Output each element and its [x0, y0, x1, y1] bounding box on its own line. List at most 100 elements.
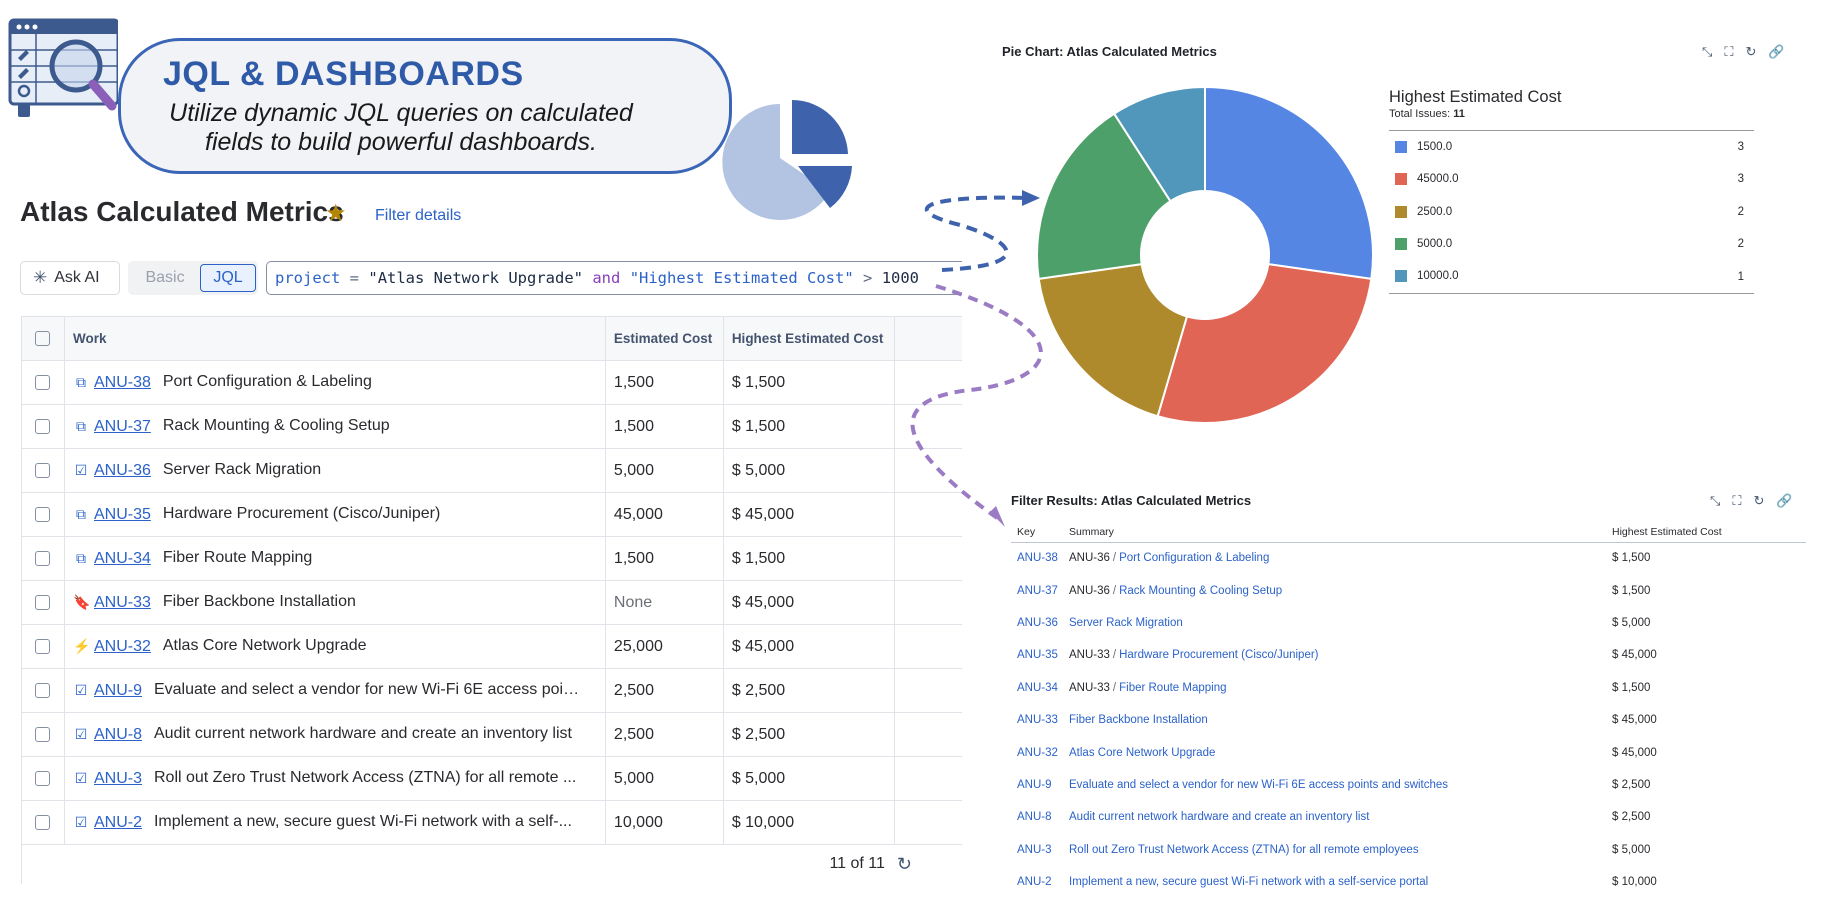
issue-key-link[interactable]: ANU-37 — [1017, 584, 1058, 597]
table-row[interactable]: ANU-2 Implement a new, secure guest Wi-Fi… — [1011, 866, 1806, 898]
issue-key-link[interactable]: ANU-38 — [1017, 552, 1058, 565]
issue-summary-link[interactable]: Fiber Backbone Installation — [1069, 714, 1208, 727]
table-row[interactable]: ANU-34 ANU-33/Fiber Route Mapping $ 1,500 — [1011, 672, 1806, 704]
issue-summary-link[interactable]: Server Rack Migration — [1069, 616, 1183, 629]
pie-slice-2500.0[interactable] — [1037, 262, 1189, 418]
table-row[interactable]: ☑ ANU-2 Implement a new, secure guest Wi-F… — [21, 800, 962, 845]
issue-key-link[interactable]: ANU-9 — [93, 681, 142, 699]
table-row[interactable]: ☑ ANU-3 Roll out Zero Trust Network Access… — [21, 756, 962, 801]
issue-summary[interactable]: Implement a new, secure guest Wi-Fi netw… — [153, 813, 572, 831]
table-row[interactable]: ANU-32 Atlas Core Network Upgrade $ 45,000 — [1011, 736, 1806, 768]
table-row[interactable]: ANU-38 ANU-36/Port Configuration & Labeli… — [1011, 542, 1806, 574]
jql-query-input[interactable]: project = "Atlas Network Upgrade" and "H… — [266, 261, 962, 295]
issue-key-link[interactable]: ANU-38 — [93, 373, 151, 391]
issue-key-link[interactable]: ANU-32 — [93, 637, 151, 655]
table-row[interactable]: ☑ ANU-8 Audit current network hardware and… — [21, 712, 962, 757]
issue-summary-link[interactable]: Atlas Core Network Upgrade — [1069, 746, 1216, 759]
issue-summary[interactable]: Rack Mounting & Cooling Setup — [162, 417, 390, 435]
issue-key-link[interactable]: ANU-33 — [1017, 714, 1058, 727]
cost-column-header[interactable]: Highest Estimated Cost — [1606, 522, 1806, 543]
issue-summary-link[interactable]: Implement a new, secure guest Wi-Fi netw… — [1069, 876, 1429, 889]
fullscreen-icon[interactable]: ⛶ — [1724, 44, 1734, 59]
table-row[interactable]: 🔖 ANU-33 Fiber Backbone Installation None $ … — [21, 580, 962, 625]
parent-key[interactable]: ANU-36 — [1069, 552, 1110, 565]
table-row[interactable]: ☑ ANU-36 Server Rack Migration 5,000 $ 5,000 — [21, 448, 962, 493]
row-checkbox[interactable] — [35, 506, 50, 522]
pie-slice-1500.0[interactable] — [1204, 85, 1374, 281]
issue-key-link[interactable]: ANU-2 — [93, 813, 142, 831]
key-column-header[interactable]: Key — [1011, 522, 1063, 543]
issue-summary[interactable]: Server Rack Migration — [162, 461, 322, 479]
select-all-checkbox[interactable] — [35, 331, 50, 347]
table-row[interactable]: ⧉ ANU-34 Fiber Route Mapping 1,500 $ 1,500 — [21, 536, 962, 581]
issue-summary[interactable]: Atlas Core Network Upgrade — [162, 637, 367, 655]
issue-summary-link[interactable]: Evaluate and select a vendor for new Wi-… — [1069, 778, 1449, 791]
issue-key-link[interactable]: ANU-36 — [1017, 616, 1058, 629]
table-row[interactable]: ⚡ ANU-32 Atlas Core Network Upgrade 25,000 $… — [21, 624, 962, 669]
ask-ai-button[interactable]: ✳ Ask AI — [20, 261, 120, 295]
issue-summary[interactable]: Audit current network hardware and creat… — [153, 725, 572, 743]
work-column-header[interactable]: Work — [64, 316, 606, 361]
issue-summary-link[interactable]: Audit current network hardware and creat… — [1069, 811, 1370, 824]
filter-details-link[interactable]: Filter details — [375, 207, 462, 224]
issue-key-link[interactable]: ANU-37 — [93, 417, 151, 435]
table-row[interactable]: ⧉ ANU-37 Rack Mounting & Cooling Setup 1,50… — [21, 404, 962, 449]
row-checkbox[interactable] — [35, 594, 50, 610]
row-checkbox[interactable] — [35, 374, 50, 390]
refresh-icon[interactable]: ↻ — [896, 853, 912, 874]
basic-mode-button[interactable]: Basic — [145, 269, 185, 286]
issue-key-link[interactable]: ANU-35 — [93, 505, 151, 523]
pie-slice-45000.0[interactable] — [1156, 262, 1373, 424]
row-checkbox[interactable] — [35, 682, 50, 698]
table-row[interactable]: ANU-33 Fiber Backbone Installation $ 45,00… — [1011, 704, 1806, 736]
table-row[interactable]: ANU-9 Evaluate and select a vendor for ne… — [1011, 769, 1806, 801]
issue-key-link[interactable]: ANU-36 — [93, 461, 151, 479]
row-checkbox[interactable] — [35, 638, 50, 654]
summary-column-header[interactable]: Summary — [1063, 522, 1606, 543]
issue-key-link[interactable]: ANU-35 — [1017, 649, 1058, 662]
issue-summary-link[interactable]: Roll out Zero Trust Network Access (ZTNA… — [1069, 843, 1419, 856]
issue-summary-link[interactable]: Rack Mounting & Cooling Setup — [1119, 584, 1283, 597]
issue-key-link[interactable]: ANU-3 — [1017, 843, 1052, 856]
table-row[interactable]: ☑ ANU-9 Evaluate and select a vendor for n… — [21, 668, 962, 713]
row-checkbox[interactable] — [35, 726, 50, 742]
issue-summary-link[interactable]: Fiber Route Mapping — [1119, 681, 1227, 694]
parent-key[interactable]: ANU-33 — [1069, 649, 1110, 662]
minimize-icon[interactable]: ⤡ — [1702, 44, 1713, 59]
issue-key-link[interactable]: ANU-34 — [93, 549, 151, 567]
row-checkbox[interactable] — [35, 462, 50, 478]
issue-summary[interactable]: Evaluate and select a vendor for new Wi-… — [153, 681, 584, 699]
issue-key-link[interactable]: ANU-32 — [1017, 746, 1058, 759]
row-checkbox[interactable] — [35, 814, 50, 830]
issue-key-link[interactable]: ANU-8 — [1017, 811, 1052, 824]
row-checkbox[interactable] — [35, 550, 50, 566]
issue-key-link[interactable]: ANU-9 — [1017, 778, 1052, 791]
issue-key-link[interactable]: ANU-2 — [1017, 876, 1052, 889]
table-row[interactable]: ANU-3 Roll out Zero Trust Network Access … — [1011, 834, 1806, 866]
issue-key-link[interactable]: ANU-8 — [93, 725, 142, 743]
pie-slice-5000.0[interactable] — [1036, 112, 1172, 281]
issue-summary-link[interactable]: Port Configuration & Labeling — [1119, 552, 1270, 565]
parent-key[interactable]: ANU-33 — [1069, 681, 1110, 694]
table-row[interactable]: ANU-8 Audit current network hardware and … — [1011, 801, 1806, 833]
pie-slice-10000.0[interactable] — [1112, 85, 1206, 203]
table-row[interactable]: ⧉ ANU-35 Hardware Procurement (Cisco/Junip… — [21, 492, 962, 537]
row-checkbox[interactable] — [35, 770, 50, 786]
minimize-icon[interactable]: ⤡ — [1710, 493, 1721, 508]
issue-key-link[interactable]: ANU-33 — [93, 593, 151, 611]
highest-estimated-cost-column-header[interactable]: Highest Estimated Cost — [723, 316, 895, 361]
jql-mode-button[interactable]: JQL — [200, 264, 256, 292]
table-row[interactable]: ANU-36 Server Rack Migration $ 5,000 — [1011, 607, 1806, 639]
refresh-icon[interactable]: ↻ — [1753, 493, 1765, 508]
fullscreen-icon[interactable]: ⛶ — [1732, 493, 1742, 508]
issue-summary[interactable]: Fiber Route Mapping — [162, 549, 313, 567]
link-icon[interactable]: 🔗 — [1768, 44, 1785, 59]
issue-key-link[interactable]: ANU-34 — [1017, 681, 1058, 694]
issue-summary[interactable]: Hardware Procurement (Cisco/Juniper) — [162, 505, 441, 523]
issue-summary[interactable]: Port Configuration & Labeling — [162, 373, 372, 391]
table-row[interactable]: ⧉ ANU-38 Port Configuration & Labeling 1,50… — [21, 360, 962, 405]
issue-summary[interactable]: Fiber Backbone Installation — [162, 593, 356, 611]
issue-summary-link[interactable]: Hardware Procurement (Cisco/Juniper) — [1119, 649, 1319, 662]
refresh-icon[interactable]: ↻ — [1745, 44, 1757, 59]
row-checkbox[interactable] — [35, 418, 50, 434]
